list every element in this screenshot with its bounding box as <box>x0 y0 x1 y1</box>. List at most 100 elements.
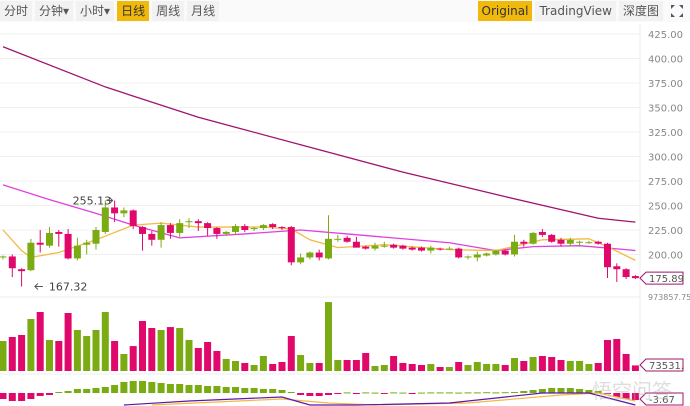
macd-bar <box>213 386 221 393</box>
candle-body <box>269 224 277 228</box>
candle-body <box>399 245 407 249</box>
macd-last-label: -3.67 <box>649 395 675 406</box>
volume-bar <box>325 302 332 371</box>
volume-bar <box>408 364 416 371</box>
volume-bar <box>232 361 239 371</box>
candle-body <box>111 207 119 214</box>
volume-max-label: 973857.75 <box>648 293 690 302</box>
macd-bar <box>315 393 323 396</box>
interval-weekly[interactable]: 周线 <box>152 1 185 21</box>
macd-bar <box>418 392 425 394</box>
price-tick-label: 200.00 <box>648 251 683 262</box>
macd-bar <box>576 389 584 393</box>
macd-bar <box>148 382 156 393</box>
price-tick-label: 250.00 <box>648 202 683 213</box>
candle-body <box>511 241 518 255</box>
candle-body <box>548 234 556 242</box>
interval-hour-dropdown[interactable]: 小时▾ <box>76 1 115 21</box>
macd-bar <box>92 388 100 393</box>
macd-bar <box>73 389 81 393</box>
volume-bar <box>352 359 360 371</box>
candle-body <box>73 245 81 259</box>
volume-bar <box>613 339 621 371</box>
volume-bar <box>529 357 537 371</box>
volume-bar <box>129 346 137 371</box>
candle-body <box>604 243 611 268</box>
view-tradingview[interactable]: TradingView <box>535 1 616 21</box>
ma_long-line <box>2 46 636 223</box>
candle-body <box>129 210 137 227</box>
candle-body <box>408 247 416 250</box>
candle-body <box>0 256 7 258</box>
candle-body <box>306 252 314 258</box>
macd-bar <box>557 388 565 393</box>
macd-bar <box>473 392 481 394</box>
macd-bar <box>0 393 7 399</box>
macd-bar <box>529 390 537 393</box>
macd-bar <box>492 392 500 394</box>
candle-body <box>250 228 258 230</box>
macd-bar <box>157 383 165 393</box>
macd-bar <box>362 392 370 394</box>
volume-bar <box>548 357 556 371</box>
candle-body <box>352 241 360 248</box>
volume-bar <box>222 359 230 371</box>
interval-minute-dropdown[interactable]: 分钟▾ <box>35 1 74 21</box>
macd-bar <box>408 393 416 394</box>
price-tick-label: 275.00 <box>648 177 683 188</box>
volume-bar <box>185 340 193 371</box>
candle-body <box>241 226 249 230</box>
macd-bar <box>511 392 518 393</box>
macd-bar <box>585 390 593 393</box>
volume-bar <box>631 365 639 371</box>
last-price-label: 175.89 <box>649 274 684 285</box>
candle-body <box>204 223 212 229</box>
volume-bar <box>520 361 528 371</box>
price-tick-label: 425.00 <box>648 30 683 41</box>
interval-monthly[interactable]: 月线 <box>187 1 220 21</box>
low-price-label: 167.32 <box>49 281 88 294</box>
candle-body <box>343 237 351 242</box>
macd-bar <box>325 393 332 395</box>
interval-timeline[interactable]: 分时 <box>0 1 33 21</box>
candle-body <box>418 247 425 251</box>
candle-body <box>64 233 72 259</box>
volume-bar <box>464 365 472 371</box>
volume-bar <box>538 356 546 371</box>
macd-bar <box>101 387 109 393</box>
macd-bar <box>250 388 258 393</box>
macd-bar <box>604 393 611 394</box>
volume-bar <box>287 336 295 371</box>
candle-body <box>483 253 491 256</box>
volume-bar <box>166 327 174 371</box>
candle-body <box>613 266 621 270</box>
candle-body <box>278 227 286 229</box>
volume-bar <box>111 341 119 371</box>
candle-body <box>520 241 528 244</box>
price-tick-label: 400.00 <box>648 55 683 66</box>
macd-bar <box>83 389 91 393</box>
macd-tag <box>639 392 684 406</box>
volume-bar <box>501 365 509 371</box>
toolbar: 分时 分钟▾ 小时▾ 日线 周线 月线 Original TradingView… <box>0 0 690 22</box>
dif-line <box>123 392 636 406</box>
candle-body <box>538 231 546 235</box>
arrow-left-icon <box>34 283 43 290</box>
view-depth-chart[interactable]: 深度图 <box>618 1 663 21</box>
arrow-right-icon <box>106 197 114 204</box>
volume-bar <box>371 366 379 371</box>
macd-bar <box>631 393 639 400</box>
candle-body <box>492 250 500 255</box>
interval-daily[interactable]: 日线 <box>117 1 150 21</box>
candle-body <box>501 250 509 255</box>
candle-body <box>36 242 44 245</box>
macd-bar <box>129 381 137 393</box>
candle-body <box>259 225 267 229</box>
macd-bar <box>36 393 44 396</box>
view-original[interactable]: Original <box>477 1 533 21</box>
volume-bar <box>594 362 602 371</box>
price-tick-label: 350.00 <box>648 104 683 115</box>
fullscreen-icon[interactable] <box>670 4 684 18</box>
candle-body <box>185 221 193 223</box>
